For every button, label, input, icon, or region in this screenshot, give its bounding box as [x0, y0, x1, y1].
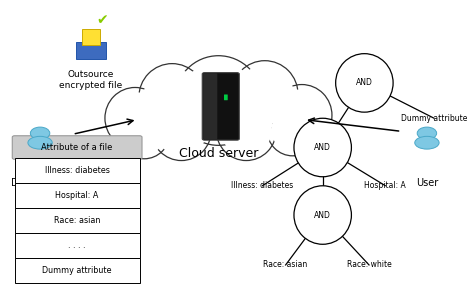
Ellipse shape [180, 61, 257, 140]
FancyBboxPatch shape [15, 233, 140, 258]
Ellipse shape [336, 54, 393, 112]
Ellipse shape [105, 88, 165, 149]
Text: Dummy attribute: Dummy attribute [42, 266, 112, 275]
Ellipse shape [28, 136, 52, 149]
FancyBboxPatch shape [15, 183, 140, 208]
Ellipse shape [231, 61, 298, 129]
FancyBboxPatch shape [12, 136, 142, 159]
Ellipse shape [271, 108, 314, 152]
Text: Data Owner: Data Owner [11, 178, 69, 188]
Text: Hospital: A: Hospital: A [55, 191, 99, 200]
Text: Dummy attribute: Dummy attribute [401, 114, 467, 123]
Circle shape [417, 127, 437, 140]
Text: AND: AND [314, 143, 331, 152]
Polygon shape [82, 29, 100, 45]
Ellipse shape [119, 107, 170, 159]
Ellipse shape [236, 65, 294, 124]
Text: AND: AND [356, 78, 373, 87]
Ellipse shape [221, 104, 272, 156]
Circle shape [30, 127, 50, 140]
Ellipse shape [151, 99, 211, 160]
FancyBboxPatch shape [15, 258, 140, 283]
Ellipse shape [139, 64, 205, 132]
Ellipse shape [123, 111, 165, 155]
FancyBboxPatch shape [15, 208, 140, 233]
Text: Access: Access [352, 88, 386, 98]
Text: ✔: ✔ [97, 13, 109, 27]
Ellipse shape [216, 99, 276, 160]
FancyBboxPatch shape [203, 73, 217, 140]
Text: AND: AND [314, 211, 331, 219]
Text: Race: asian: Race: asian [54, 216, 100, 225]
Ellipse shape [109, 92, 161, 144]
Polygon shape [76, 42, 106, 59]
FancyBboxPatch shape [224, 94, 228, 100]
Text: Attribute of a file: Attribute of a file [41, 143, 113, 152]
Text: User: User [416, 178, 438, 188]
Ellipse shape [267, 104, 318, 156]
Ellipse shape [156, 104, 207, 156]
FancyBboxPatch shape [15, 158, 140, 183]
Text: Hospital: A: Hospital: A [365, 181, 406, 190]
Ellipse shape [143, 68, 201, 127]
Ellipse shape [272, 85, 332, 146]
Text: . . . .: . . . . [68, 241, 86, 250]
Ellipse shape [276, 89, 328, 141]
Ellipse shape [415, 136, 439, 149]
Text: Cloud server: Cloud server [179, 147, 258, 160]
Text: Illness: diabetes: Illness: diabetes [231, 181, 293, 190]
Ellipse shape [294, 186, 351, 244]
Text: Outsource
encrypted file: Outsource encrypted file [59, 70, 123, 90]
Text: Race: asian: Race: asian [264, 260, 308, 269]
FancyBboxPatch shape [202, 73, 239, 140]
Text: Illness: diabetes: Illness: diabetes [45, 166, 109, 175]
Text: Race: white: Race: white [346, 260, 392, 269]
Ellipse shape [174, 56, 263, 145]
Ellipse shape [294, 118, 351, 177]
